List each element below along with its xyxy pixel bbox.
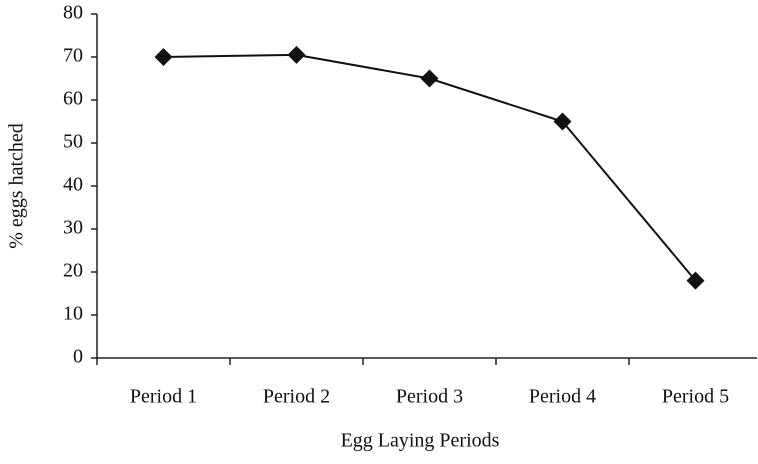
y-tick-label: 60 [63,88,83,110]
x-tick-label: Period 1 [130,386,197,408]
y-tick-label: 30 [63,217,83,239]
y-axis-title: % eggs hatched [6,123,28,249]
marker [553,112,572,131]
x-axis-title: Egg Laying Periods [341,430,500,452]
x-tick-label: Period 3 [396,386,463,408]
y-tick-label: 20 [63,260,83,282]
marker [287,45,306,64]
marker [420,69,439,88]
x-tick-label: Period 4 [529,386,596,408]
x-tick-label: Period 2 [263,386,330,408]
y-tick-label: 10 [63,303,83,325]
marker [154,48,173,66]
y-tick-label: 40 [63,174,83,196]
y-tick-label: 80 [63,2,83,24]
y-tick-label: 70 [63,45,83,67]
line [163,53,697,282]
marker [686,271,705,290]
y-tick-label: 0 [73,346,83,368]
y-tick-label: 50 [63,131,83,153]
x-tick-label: Period 5 [662,386,729,408]
